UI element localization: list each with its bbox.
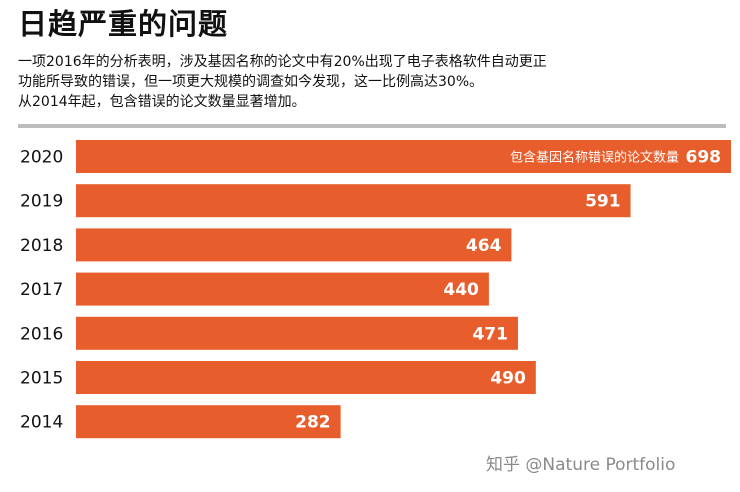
bar-2017 <box>76 272 489 306</box>
value-label: 591 <box>585 192 621 212</box>
watermark: 知乎 @Nature Portfolio <box>486 455 676 475</box>
description-line-3: 从2014年起，包含错误的论文数量显著增加。 <box>18 94 306 110</box>
year-label: 2018 <box>20 236 63 256</box>
value-label: 490 <box>490 369 526 389</box>
description: 一项2016年的分析表明，涉及基因名称的论文中有20%出现了电子表格软件自动更正… <box>18 52 718 112</box>
bar-2016 <box>76 316 518 350</box>
description-line-2: 功能所导致的错误，但一项更大规模的调查如今发现，这一比例高达30%。 <box>18 74 484 90</box>
description-line-1: 一项2016年的分析表明，涉及基因名称的论文中有20%出现了电子表格软件自动更正 <box>18 54 547 70</box>
bar-2018 <box>76 228 512 262</box>
year-label: 2020 <box>20 148 63 168</box>
divider <box>18 124 726 128</box>
year-label: 2019 <box>20 192 63 212</box>
year-label: 2015 <box>20 369 63 389</box>
bar-2014 <box>76 405 341 439</box>
year-label: 2014 <box>20 413 63 433</box>
bar-2015 <box>76 361 536 394</box>
year-label: 2017 <box>20 280 63 300</box>
series-label: 包含基因名称错误的论文数量 <box>510 150 679 166</box>
bar-2019 <box>76 184 631 218</box>
bar-2020 <box>76 140 731 173</box>
page-title: 日趋严重的问题 <box>18 7 229 41</box>
value-label: 698 <box>686 148 722 168</box>
year-label: 2016 <box>20 324 63 344</box>
value-label: 464 <box>466 236 502 256</box>
value-label: 282 <box>295 413 331 433</box>
value-label: 471 <box>472 324 508 344</box>
value-label: 440 <box>443 280 479 300</box>
